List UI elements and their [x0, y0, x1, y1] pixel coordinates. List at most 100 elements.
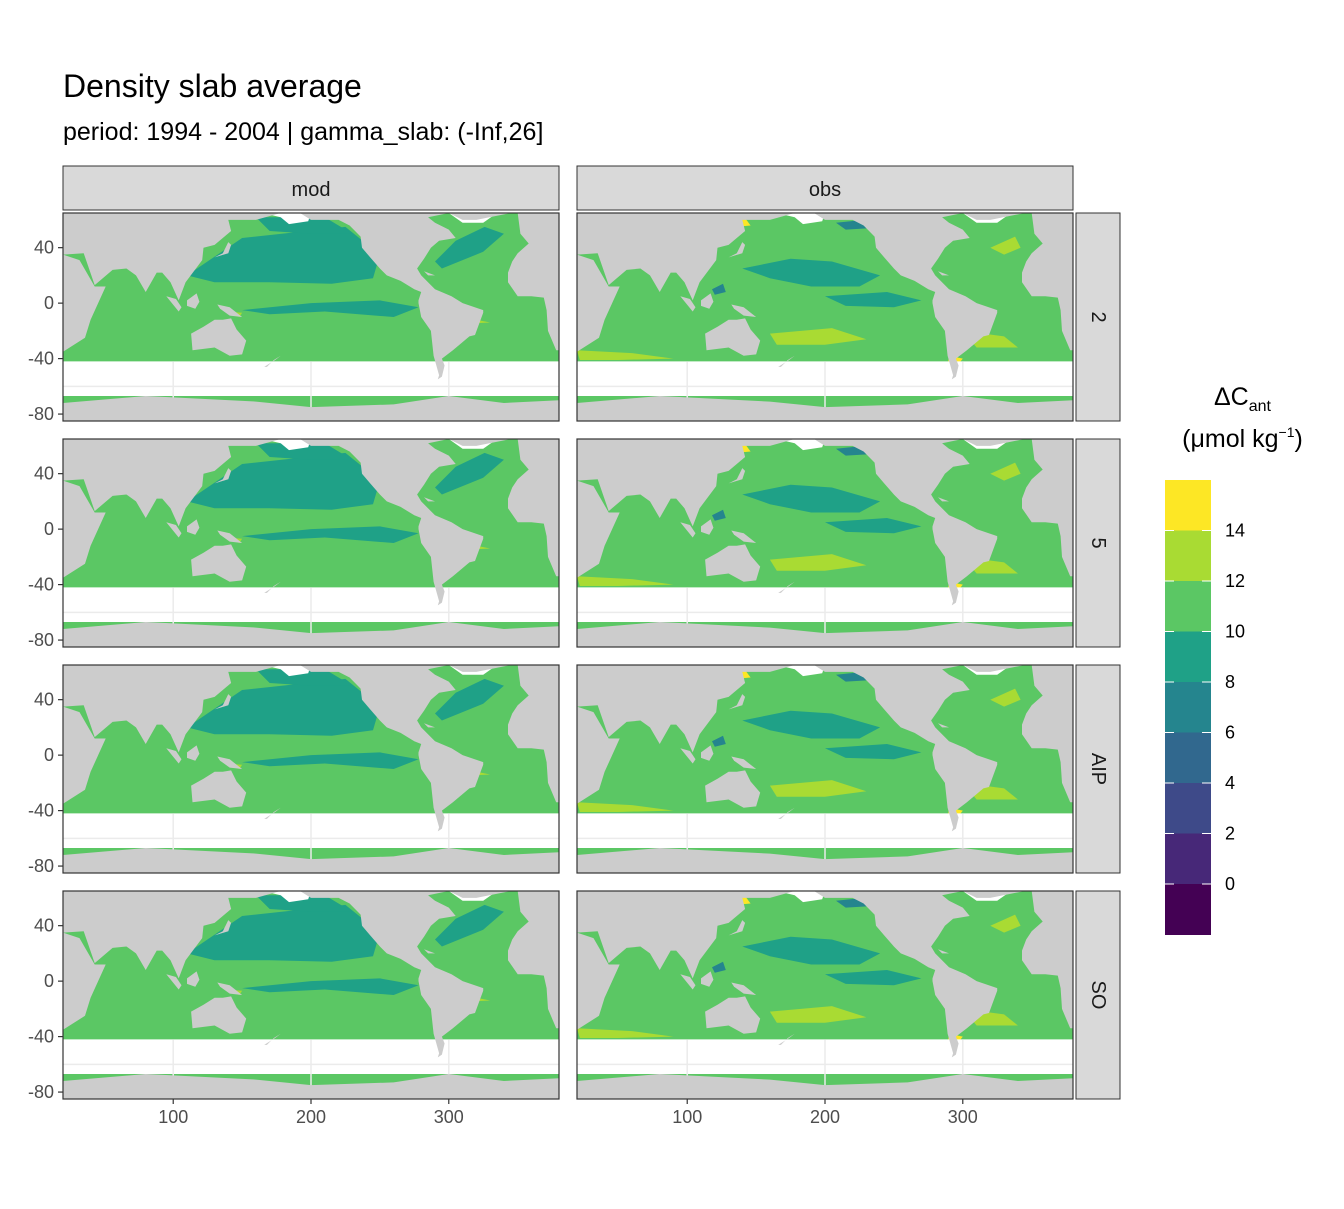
- x-tick-label: 200: [296, 1107, 326, 1127]
- land-mass: [187, 293, 200, 309]
- legend-title-main: ΔC: [1213, 383, 1249, 411]
- strip-row-SO: [1075, 890, 1121, 1100]
- legend-label: 12: [1225, 571, 1245, 591]
- field-band: [242, 526, 419, 543]
- land-mass: [300, 439, 484, 606]
- land-mass: [728, 694, 746, 710]
- legend-label: 8: [1225, 672, 1235, 692]
- land-mass: [187, 745, 200, 761]
- land-mass: [214, 920, 232, 936]
- no-data-area: [776, 213, 825, 225]
- land-mass: [187, 519, 200, 535]
- legend-bin: [1165, 682, 1211, 733]
- panel-border: [576, 212, 1074, 422]
- field-band: [742, 710, 881, 739]
- land-mass: [577, 848, 1073, 873]
- legend-title: ΔCant (μmol kg−1): [1160, 378, 1325, 459]
- land-mass: [264, 581, 281, 593]
- field-band: [990, 688, 1021, 707]
- land-mass: [701, 293, 714, 309]
- panel-obs-AIP: [576, 664, 1074, 874]
- legend-label: 10: [1225, 622, 1245, 642]
- land-mass: [214, 694, 232, 710]
- land-mass: [424, 949, 435, 954]
- x-tick-label: 200: [810, 1107, 840, 1127]
- land-mass: [63, 1074, 559, 1099]
- no-data-area: [262, 891, 311, 903]
- field-band: [577, 802, 674, 812]
- land-mass: [166, 974, 182, 990]
- strip-row-5: [1075, 438, 1121, 648]
- plot-title: Density slab average: [63, 68, 362, 104]
- legend-label: 4: [1225, 773, 1235, 793]
- land-mass: [1022, 891, 1073, 1029]
- legend-label: 6: [1225, 723, 1235, 743]
- legend-unit-pre: (μmol kg: [1182, 424, 1279, 453]
- y-tick-label: 40: [34, 464, 54, 484]
- land-mass: [705, 996, 761, 1034]
- land-mass: [701, 745, 714, 761]
- field-band: [712, 509, 726, 521]
- land-mass: [1022, 213, 1073, 351]
- strip-col-obs: [576, 165, 1074, 211]
- land-mass: [191, 318, 247, 356]
- land-mass: [63, 254, 106, 352]
- legend-title-sub: ant: [1248, 398, 1271, 415]
- field-band: [742, 936, 881, 965]
- field-band: [187, 452, 380, 510]
- field-band: [769, 328, 867, 345]
- legend-bin: [1165, 480, 1211, 531]
- land-mass: [63, 891, 281, 979]
- no-data-area: [776, 891, 825, 903]
- land-mass: [424, 723, 435, 728]
- no-data-area: [262, 213, 311, 225]
- land-mass: [577, 213, 795, 301]
- plot-subtitle: period: 1994 - 2004 | gamma_slab: (-Inf,…: [63, 118, 544, 146]
- land-mass: [938, 271, 949, 276]
- field-band: [990, 236, 1021, 255]
- panel-mod-5: 40 0 -40 -80: [28, 438, 560, 650]
- land-mass: [63, 213, 281, 301]
- field-band: [242, 978, 419, 995]
- land-mass: [577, 891, 795, 979]
- land-mass: [728, 920, 746, 936]
- land-mass: [938, 497, 949, 502]
- legend-label: 14: [1225, 521, 1245, 541]
- land-mass: [217, 304, 243, 317]
- land-mass: [191, 544, 247, 582]
- land-mass: [731, 756, 757, 769]
- land-mass: [680, 522, 696, 538]
- land-mass: [814, 891, 998, 1058]
- land-mass: [508, 665, 559, 803]
- land-mass: [731, 530, 757, 543]
- strip-row-label: 5: [1087, 537, 1109, 548]
- land-mass: [814, 665, 998, 832]
- legend-unit-post: ): [1294, 424, 1303, 453]
- land-mass: [577, 932, 620, 1030]
- land-mass: [63, 665, 281, 753]
- land-mass: [680, 296, 696, 312]
- panel-obs-5: [576, 438, 1074, 648]
- land-mass: [508, 213, 559, 351]
- land-mass: [962, 439, 1025, 446]
- land-mass: [577, 254, 620, 352]
- y-tick-label: -40: [28, 801, 54, 821]
- land-mass: [577, 480, 620, 578]
- legend-bin: [1165, 732, 1211, 784]
- y-tick-label: -80: [28, 856, 54, 876]
- land-mass: [814, 213, 998, 380]
- field-band: [187, 904, 380, 962]
- y-tick-label: -80: [28, 630, 54, 650]
- panel-border: [62, 438, 560, 648]
- legend-bin: [1165, 530, 1211, 582]
- y-tick-label: -80: [28, 404, 54, 424]
- land-mass: [728, 242, 746, 258]
- field-band: [255, 443, 353, 460]
- panel-mod-AIP: 40 0 -40 -80: [28, 664, 560, 876]
- field-band: [825, 744, 922, 760]
- land-mass: [166, 748, 182, 764]
- land-mass: [731, 982, 757, 995]
- no-data-area: [776, 439, 825, 451]
- land-mass: [680, 748, 696, 764]
- strip-row-label: 2: [1087, 311, 1109, 322]
